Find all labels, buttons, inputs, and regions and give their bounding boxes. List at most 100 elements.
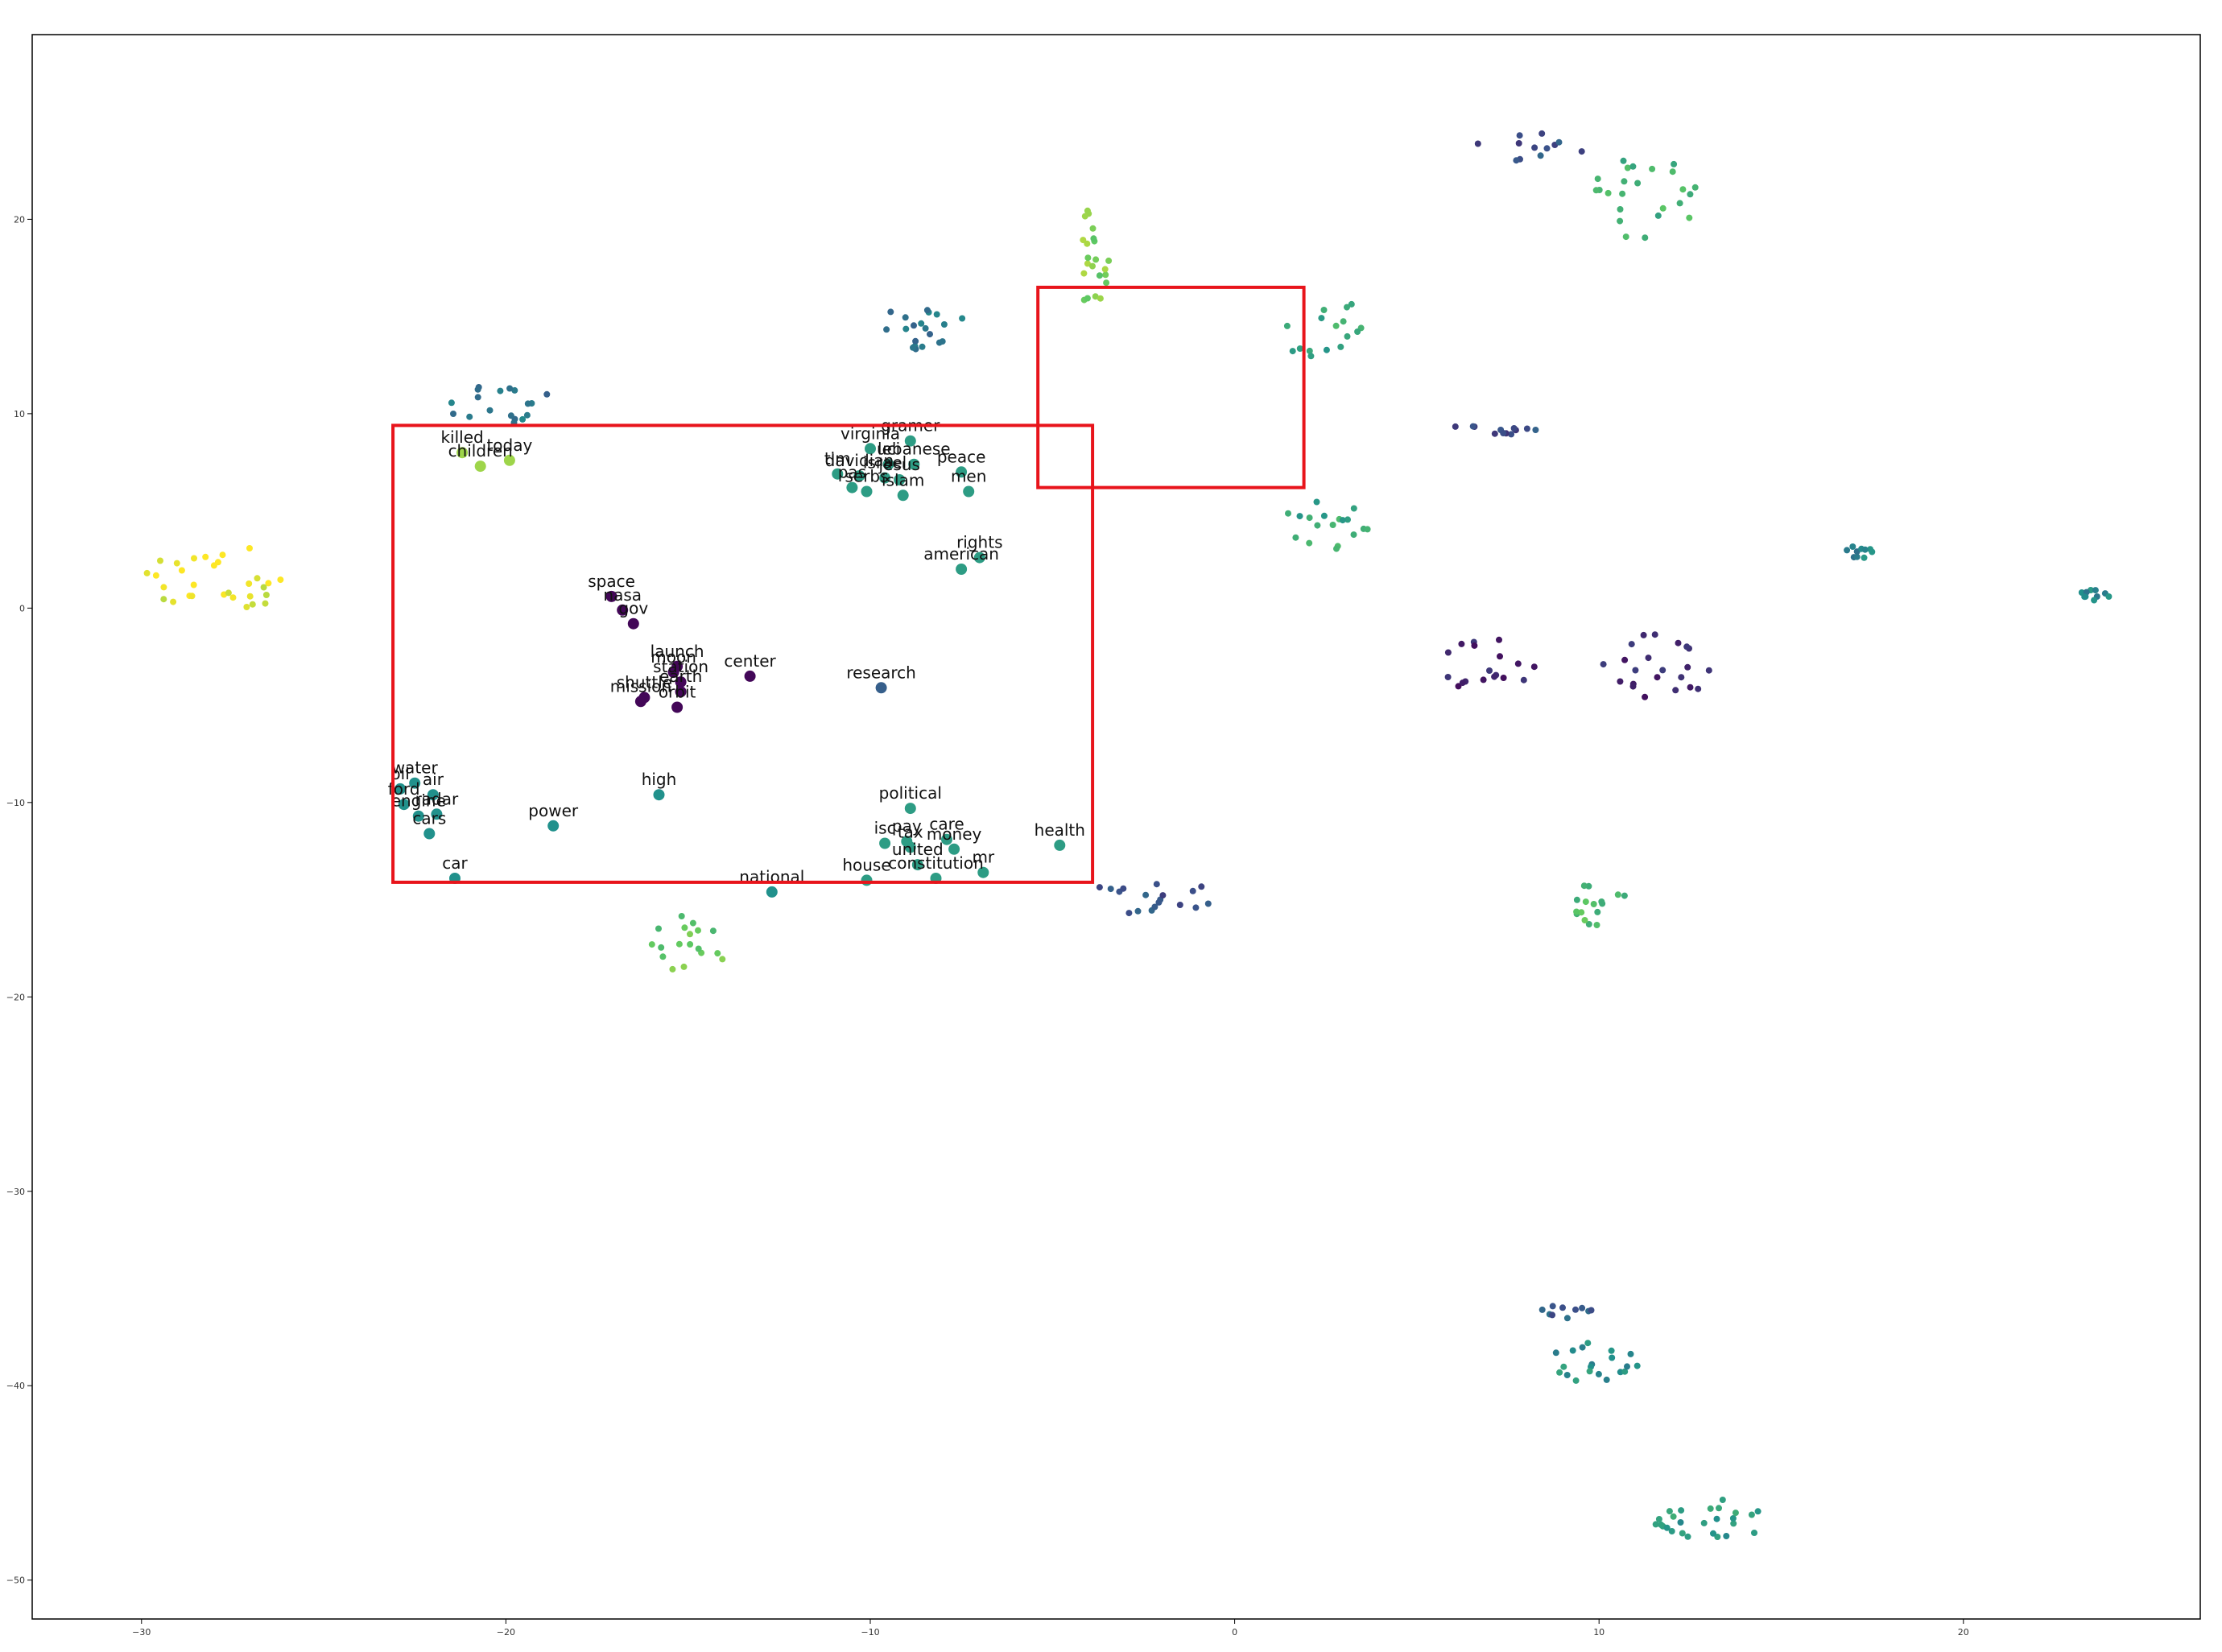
scatter-point: [1632, 667, 1639, 674]
scatter-point: [1103, 279, 1110, 287]
point-label-political: political: [879, 783, 942, 803]
labeled-point-gov: [627, 617, 639, 630]
scatter-point: [933, 311, 940, 318]
scatter-point: [1537, 152, 1544, 159]
scatter-point: [687, 931, 693, 938]
scatter-point: [1600, 661, 1607, 668]
scatter-point: [1350, 531, 1357, 539]
scatter-point: [1096, 272, 1103, 279]
cluster-points: [143, 130, 2113, 1540]
cluster-purple-right2: [1600, 631, 1712, 700]
scatter-point: [1605, 189, 1612, 196]
scatter-point: [1573, 908, 1580, 915]
labeled-point-earth: [675, 686, 687, 698]
y-tick-label: 10: [14, 409, 25, 419]
scatter-point: [902, 314, 909, 321]
scatter-point: [1621, 178, 1628, 185]
scatter-point: [507, 412, 514, 419]
scatter-point: [229, 594, 237, 601]
scatter-point: [2092, 587, 2099, 594]
scatter-point: [1516, 132, 1523, 139]
scatter-point: [1354, 328, 1361, 335]
scatter-point: [1629, 683, 1637, 690]
scatter-point: [1296, 345, 1303, 352]
labeled-point-political: [904, 803, 916, 815]
scatter-point: [1306, 514, 1313, 522]
scatter-point: [883, 326, 890, 333]
scatter-point: [1285, 510, 1291, 517]
scatter-point: [1594, 176, 1601, 183]
scatter-point: [1092, 293, 1099, 300]
scatter-point: [1603, 1376, 1610, 1383]
scatter-point: [658, 944, 665, 951]
cluster-green-right-low: [1573, 882, 1628, 928]
scatter-point: [1530, 663, 1538, 671]
scatter-point: [277, 576, 284, 584]
scatter-point: [1559, 1304, 1566, 1311]
scatter-point: [1491, 673, 1498, 680]
scatter-point: [1751, 1530, 1757, 1536]
scatter-point: [265, 580, 272, 587]
scatter-point: [2081, 593, 2088, 601]
scatter-point: [1713, 1515, 1720, 1522]
scatter-point: [1684, 663, 1691, 671]
point-label-health: health: [1035, 820, 1085, 840]
point-label-air: air: [423, 770, 444, 789]
scatter-point: [887, 308, 894, 316]
labeled-point-center: [744, 670, 756, 682]
labeled-point-rights: [973, 551, 985, 564]
scatter-point: [689, 919, 696, 927]
scatter-point: [219, 551, 226, 559]
scatter-point: [1670, 1513, 1677, 1520]
scatter-point: [1350, 505, 1357, 512]
labeled-point-serbs: [861, 485, 873, 498]
scatter-point: [1444, 674, 1452, 680]
scatter-point: [173, 560, 180, 567]
scatter-point: [939, 338, 946, 345]
scatter-point: [1683, 643, 1691, 650]
scatter-point: [1515, 140, 1522, 147]
scatter-point: [1654, 674, 1661, 681]
scatter-point: [1687, 684, 1694, 691]
scatter-point: [1344, 332, 1351, 340]
scatter-point: [1497, 653, 1503, 660]
scatter-point: [911, 322, 917, 329]
labeled-point-american: [956, 564, 968, 575]
scatter-point: [1153, 881, 1160, 888]
scatter-point: [1523, 425, 1530, 432]
scatter-point: [1332, 322, 1340, 329]
scatter-point: [1474, 140, 1481, 147]
scatter-point: [1628, 641, 1635, 648]
scatter-point: [1520, 676, 1527, 684]
point-label-pas: pas: [838, 463, 866, 482]
scatter-point: [1861, 554, 1868, 561]
scatter-point: [1560, 1363, 1567, 1370]
scatter-point: [1700, 1519, 1708, 1526]
point-label-radar: radar: [415, 789, 459, 808]
scatter-point: [1344, 516, 1351, 523]
scatter-point: [1320, 307, 1328, 313]
scatter-point: [1134, 907, 1142, 915]
scatter-point: [506, 385, 514, 392]
scatter-point: [1687, 191, 1694, 198]
point-label-israel: israel: [863, 453, 907, 473]
labeled-point-lebanese: [908, 458, 920, 470]
y-tick-label: 20: [14, 214, 25, 225]
scatter-point: [1500, 430, 1507, 436]
highlight-boxes: [391, 285, 1306, 884]
y-tick-label: −20: [6, 992, 25, 1002]
cluster-navy-top-right: [1474, 130, 1585, 164]
labeled-point-money: [948, 843, 960, 855]
scatter-point: [1649, 165, 1656, 172]
scatter-point: [1125, 910, 1133, 917]
labeled-point-station: [675, 676, 687, 688]
scatter-point: [1313, 498, 1320, 506]
scatter-point: [687, 941, 694, 948]
scatter-point: [919, 343, 926, 350]
point-label-peace: peace: [937, 447, 986, 466]
x-tick-label: −30: [132, 1627, 151, 1638]
scatter-point: [1642, 693, 1649, 700]
labeled-point-engine: [412, 810, 424, 822]
scatter-point: [1572, 1377, 1580, 1384]
x-tick-label: −20: [497, 1627, 515, 1638]
